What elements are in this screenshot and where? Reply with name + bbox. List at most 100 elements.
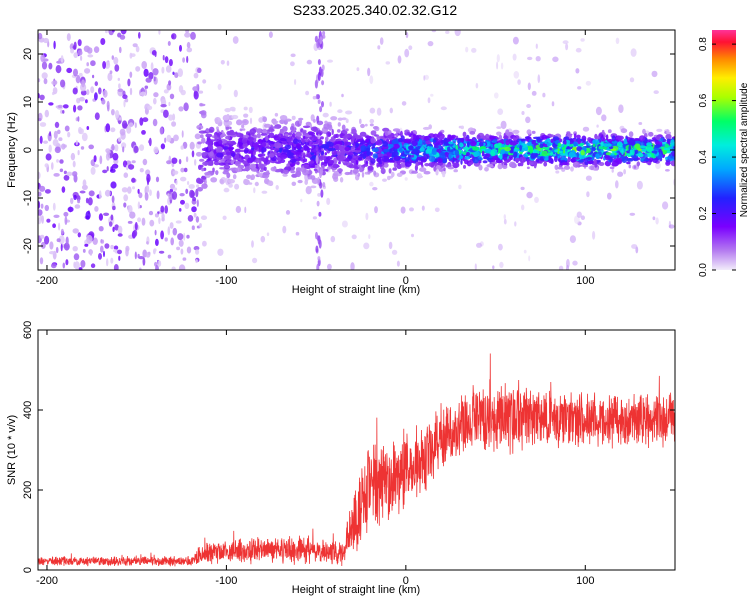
spectrogram-cell [118, 83, 121, 89]
spectrogram-cell [48, 144, 52, 153]
spectrogram-cell [195, 188, 199, 198]
spectrogram-cell [196, 199, 199, 207]
spectrogram-cell [300, 157, 303, 162]
spectrogram-cell [93, 155, 97, 163]
x-tick-label: 0 [403, 275, 409, 287]
spectrogram-cell [138, 192, 143, 199]
spectrogram-cell [384, 130, 389, 137]
spectrogram-cell [411, 140, 418, 147]
spectrogram-cell [318, 211, 322, 217]
spectrogram-cell [294, 79, 297, 85]
spectrogram-cell [531, 130, 536, 134]
spectrogram-cell [462, 151, 468, 155]
spectrogram-cell [77, 105, 83, 111]
spectrogram-cell [329, 101, 332, 107]
spectrogram-cell [113, 264, 119, 270]
spectrogram-cell [595, 106, 602, 116]
spectrogram-cell [478, 164, 483, 171]
spectrogram-cell [251, 240, 254, 248]
spectrogram-cell [45, 153, 52, 161]
spectrogram-cell [495, 159, 503, 164]
spectrogram-cell [216, 126, 219, 131]
spectrogram-cell [514, 157, 520, 162]
spectrogram-cell [94, 206, 99, 212]
spectrogram-cell [389, 148, 392, 154]
spectrogram-cell [322, 31, 326, 36]
spectrogram-cell [321, 80, 325, 86]
spectrogram-cell [512, 137, 518, 141]
spectrogram-cell [490, 159, 496, 162]
spectrogram-cell [405, 31, 409, 39]
spectrogram-cell [171, 121, 177, 127]
spectrogram-cell [610, 148, 617, 152]
spectrogram-cell [113, 56, 119, 65]
spectrogram-cell [248, 106, 253, 114]
spectrogram-cell [645, 157, 648, 160]
spectrogram-cell [112, 226, 115, 232]
spectrogram-cell [63, 170, 67, 175]
spectrogram-cell [626, 158, 634, 162]
spectrogram-cell [53, 214, 60, 218]
spectrogram-cell [512, 149, 521, 152]
spectrogram-cell [496, 54, 500, 63]
spectrogram-cell [110, 214, 114, 221]
spectrogram-cell [186, 41, 191, 49]
spectrogram-cell [100, 38, 106, 45]
spectrogram-cell [330, 116, 338, 121]
spectrogram-cell [253, 187, 256, 194]
spectrogram-cell [500, 62, 504, 70]
spectrogram-cell [463, 164, 466, 169]
spectrogram-cell [554, 149, 559, 153]
spectrogram-cell [101, 98, 106, 105]
spectrogram-cell [332, 157, 338, 164]
spectrogram-cell [226, 160, 232, 163]
spectrogram-cell [75, 140, 78, 146]
spectrogram-cell [286, 137, 292, 143]
spectrogram-cell [424, 143, 428, 149]
spectrogram-cell [38, 171, 41, 180]
spectrogram-cell [306, 146, 310, 153]
spectrogram-cell [229, 106, 236, 111]
spectrogram-cell [243, 178, 249, 185]
spectrogram-cell [161, 213, 165, 220]
spectrogram-cell [164, 137, 167, 143]
spectrogram-cell [357, 172, 361, 177]
spectrogram-cell [297, 179, 303, 184]
spectrogram-cell [308, 161, 316, 164]
spectrogram-cell [427, 41, 434, 47]
spectrogram-cell [121, 187, 128, 193]
spectrogram-cell [282, 169, 289, 175]
spectrogram-cell [415, 161, 419, 167]
spectrogram-cell [224, 155, 232, 159]
spectrogram-cell [94, 112, 100, 120]
spectrogram-cell [455, 145, 459, 150]
spectrogram-cell [59, 168, 64, 173]
spectrogram-cell [117, 32, 122, 38]
spectrogram-cell [512, 36, 519, 45]
spectrogram-cell [470, 141, 477, 147]
spectrogram-cell [611, 152, 615, 156]
spectrogram-cell [200, 215, 208, 220]
spectrogram-cell [621, 157, 628, 163]
spectrogram-cell [255, 157, 260, 164]
spectrogram-cell [236, 119, 243, 126]
spectrogram-cell [183, 167, 188, 173]
spectrogram-cell [434, 207, 440, 213]
spectrogram-cell [505, 139, 510, 146]
spectrogram-cell [251, 146, 255, 151]
spectrogram-cell [295, 170, 302, 178]
spectrogram-cell [57, 129, 61, 135]
spectrogram-cell [526, 142, 533, 147]
spectrogram-cell [232, 36, 239, 44]
spectrogram-cell [72, 228, 79, 234]
spectrogram-cell [404, 161, 412, 168]
spectrogram-cell [358, 157, 363, 161]
spectrogram-cell [387, 175, 391, 181]
x-tick-label: -100 [215, 575, 237, 587]
spectrogram-cell [609, 166, 615, 170]
spectrogram-cell [77, 39, 82, 47]
spectrogram-cell [153, 92, 159, 98]
spectrogram-cell [279, 147, 282, 153]
spectrogram-cell [371, 147, 379, 153]
spectrogram-cell [139, 117, 144, 126]
